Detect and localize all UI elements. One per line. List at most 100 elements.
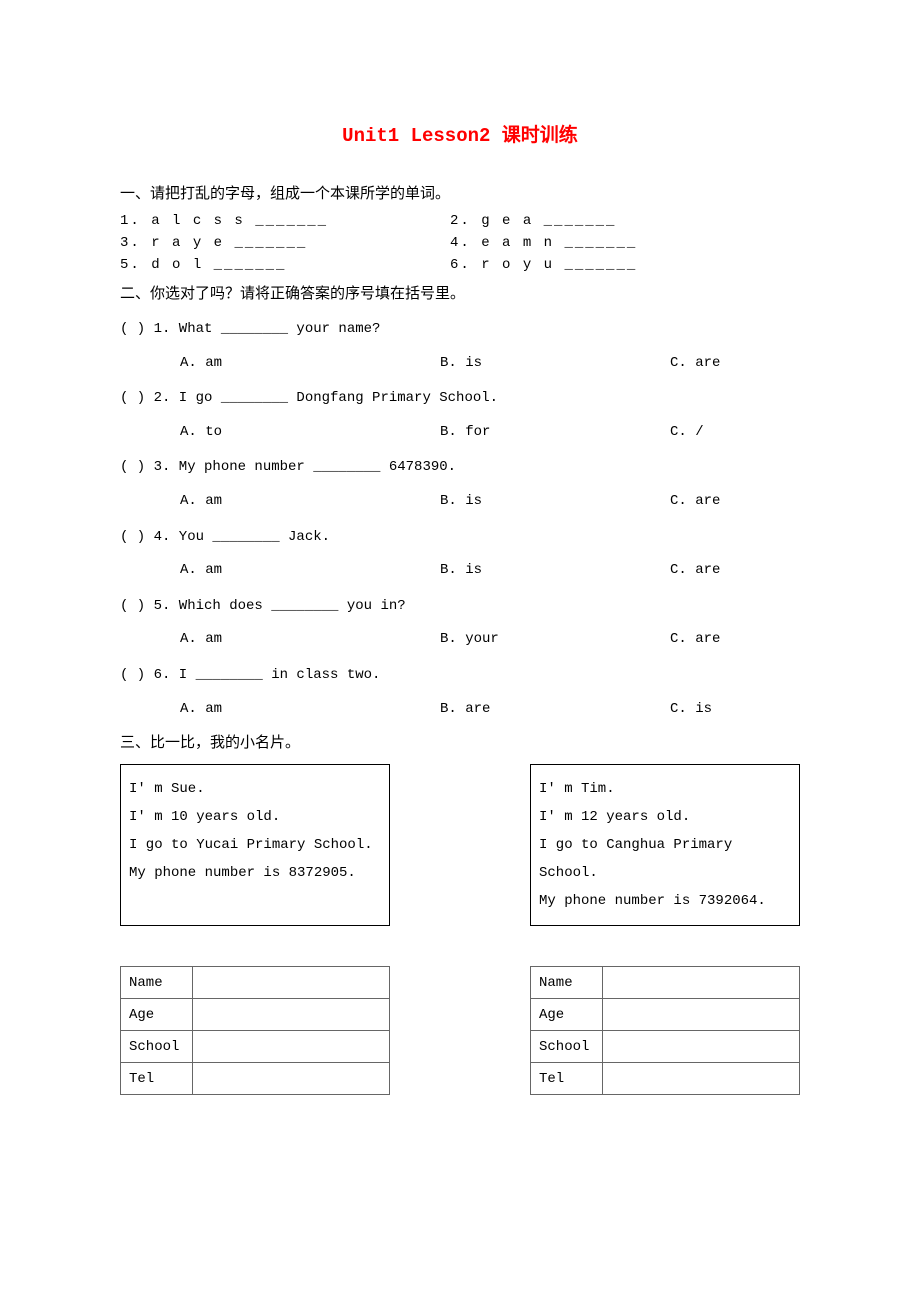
row-label: Name [531, 967, 603, 999]
row-value[interactable] [603, 999, 800, 1031]
section3-heading: 三、比一比，我的小名片。 [120, 728, 800, 758]
choice-c[interactable]: C. are [670, 347, 720, 381]
scramble: r o y u [481, 257, 554, 273]
table-row: Age [121, 999, 390, 1031]
row-value[interactable] [193, 1063, 390, 1095]
table-row: Age [531, 999, 800, 1031]
blank: _______ [234, 235, 307, 251]
choice-a[interactable]: A. am [180, 623, 440, 657]
table-row: School [531, 1031, 800, 1063]
scramble: g e a [481, 213, 533, 229]
s1-item[interactable]: 4. e a m n _______ [450, 235, 637, 251]
choice-c[interactable]: C. are [670, 554, 720, 588]
choice-a[interactable]: A. am [180, 485, 440, 519]
card-line: My phone number is 8372905. [129, 859, 381, 887]
blank: _______ [544, 213, 617, 229]
choices-row: A. amB. isC. are [120, 485, 800, 519]
blank: _______ [564, 257, 637, 273]
row-value[interactable] [603, 1063, 800, 1095]
s1-row: 5. d o l _______ 6. r o y u _______ [120, 257, 800, 273]
row-value[interactable] [603, 1031, 800, 1063]
s1-item[interactable]: 1. a l c s s _______ [120, 213, 450, 229]
card-left: I' m Sue.I' m 10 years old.I go to Yucai… [120, 764, 390, 926]
choices-row: A. amB. yourC. are [120, 623, 800, 657]
row-value[interactable] [193, 1031, 390, 1063]
section1-heading: 一、请把打乱的字母，组成一个本课所学的单词。 [120, 179, 800, 209]
card-line: I' m 12 years old. [539, 803, 791, 831]
choice-c[interactable]: C. is [670, 693, 712, 727]
question-stem[interactable]: ( ) 3. My phone number ________ 6478390. [120, 451, 800, 485]
choice-c[interactable]: C. are [670, 485, 720, 519]
choice-b[interactable]: B. is [440, 347, 670, 381]
row-value[interactable] [193, 967, 390, 999]
table-row: Name [121, 967, 390, 999]
question-stem[interactable]: ( ) 6. I ________ in class two. [120, 659, 800, 693]
choices-row: A. amB. areC. is [120, 693, 800, 727]
choices-row: A. amB. isC. are [120, 554, 800, 588]
row-label: Tel [121, 1063, 193, 1095]
choice-b[interactable]: B. for [440, 416, 670, 450]
row-value[interactable] [603, 967, 800, 999]
tables-row: NameAgeSchoolTel NameAgeSchoolTel [120, 966, 800, 1095]
scramble: a l c s s [151, 213, 245, 229]
choice-a[interactable]: A. am [180, 347, 440, 381]
choice-a[interactable]: A. am [180, 693, 440, 727]
table-right: NameAgeSchoolTel [530, 966, 800, 1095]
num: 5. [120, 257, 141, 273]
num: 4. [450, 235, 471, 251]
question-stem[interactable]: ( ) 1. What ________ your name? [120, 313, 800, 347]
scramble: e a m n [481, 235, 554, 251]
choices-row: A. toB. forC. / [120, 416, 800, 450]
s1-row: 1. a l c s s _______ 2. g e a _______ [120, 213, 800, 229]
table-left: NameAgeSchoolTel [120, 966, 390, 1095]
blank: _______ [255, 213, 328, 229]
worksheet-title: Unit1 Lesson2 课时训练 [120, 120, 800, 147]
choice-b[interactable]: B. are [440, 693, 670, 727]
question-stem[interactable]: ( ) 5. Which does ________ you in? [120, 590, 800, 624]
choice-a[interactable]: A. am [180, 554, 440, 588]
row-label: School [121, 1031, 193, 1063]
s1-item[interactable]: 3. r a y e _______ [120, 235, 450, 251]
row-label: Age [531, 999, 603, 1031]
scramble: d o l [151, 257, 203, 273]
table-row: Tel [121, 1063, 390, 1095]
choice-b[interactable]: B. your [440, 623, 670, 657]
cards-row: I' m Sue.I' m 10 years old.I go to Yucai… [120, 764, 800, 926]
section2-heading: 二、你选对了吗？请将正确答案的序号填在括号里。 [120, 279, 800, 309]
s1-item[interactable]: 2. g e a _______ [450, 213, 616, 229]
card-line: I' m 10 years old. [129, 803, 381, 831]
choice-c[interactable]: C. are [670, 623, 720, 657]
card-line: I go to Yucai Primary School. [129, 831, 381, 859]
num: 6. [450, 257, 471, 273]
s1-item[interactable]: 6. r o y u _______ [450, 257, 637, 273]
row-label: Tel [531, 1063, 603, 1095]
blank: _______ [564, 235, 637, 251]
card-line: I' m Sue. [129, 775, 381, 803]
table-row: Tel [531, 1063, 800, 1095]
choice-b[interactable]: B. is [440, 554, 670, 588]
blank: _______ [214, 257, 287, 273]
choice-b[interactable]: B. is [440, 485, 670, 519]
table-row: School [121, 1031, 390, 1063]
row-label: Name [121, 967, 193, 999]
question-stem[interactable]: ( ) 2. I go ________ Dongfang Primary Sc… [120, 382, 800, 416]
s1-item[interactable]: 5. d o l _______ [120, 257, 450, 273]
row-label: Age [121, 999, 193, 1031]
question-stem[interactable]: ( ) 4. You ________ Jack. [120, 521, 800, 555]
choices-row: A. amB. isC. are [120, 347, 800, 381]
choice-a[interactable]: A. to [180, 416, 440, 450]
table-row: Name [531, 967, 800, 999]
section1-body: 1. a l c s s _______ 2. g e a _______ 3.… [120, 213, 800, 273]
card-line: I' m Tim. [539, 775, 791, 803]
num: 3. [120, 235, 141, 251]
scramble: r a y e [151, 235, 224, 251]
card-line: My phone number is 7392064. [539, 887, 791, 915]
num: 2. [450, 213, 471, 229]
s1-row: 3. r a y e _______ 4. e a m n _______ [120, 235, 800, 251]
section2-body: ( ) 1. What ________ your name?A. amB. i… [120, 313, 800, 726]
row-value[interactable] [193, 999, 390, 1031]
choice-c[interactable]: C. / [670, 416, 704, 450]
row-label: School [531, 1031, 603, 1063]
card-right: I' m Tim.I' m 12 years old.I go to Cangh… [530, 764, 800, 926]
num: 1. [120, 213, 141, 229]
